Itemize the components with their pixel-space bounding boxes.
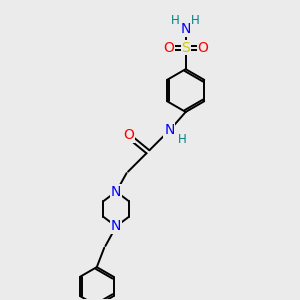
Text: H: H (171, 14, 180, 27)
Text: N: N (111, 184, 121, 199)
Text: N: N (181, 22, 191, 36)
Text: N: N (164, 123, 175, 137)
Text: N: N (111, 219, 121, 233)
Text: H: H (177, 134, 186, 146)
Text: H: H (191, 14, 200, 27)
Text: S: S (181, 41, 190, 55)
Text: O: O (197, 41, 208, 55)
Text: O: O (163, 41, 174, 55)
Text: O: O (123, 128, 134, 142)
